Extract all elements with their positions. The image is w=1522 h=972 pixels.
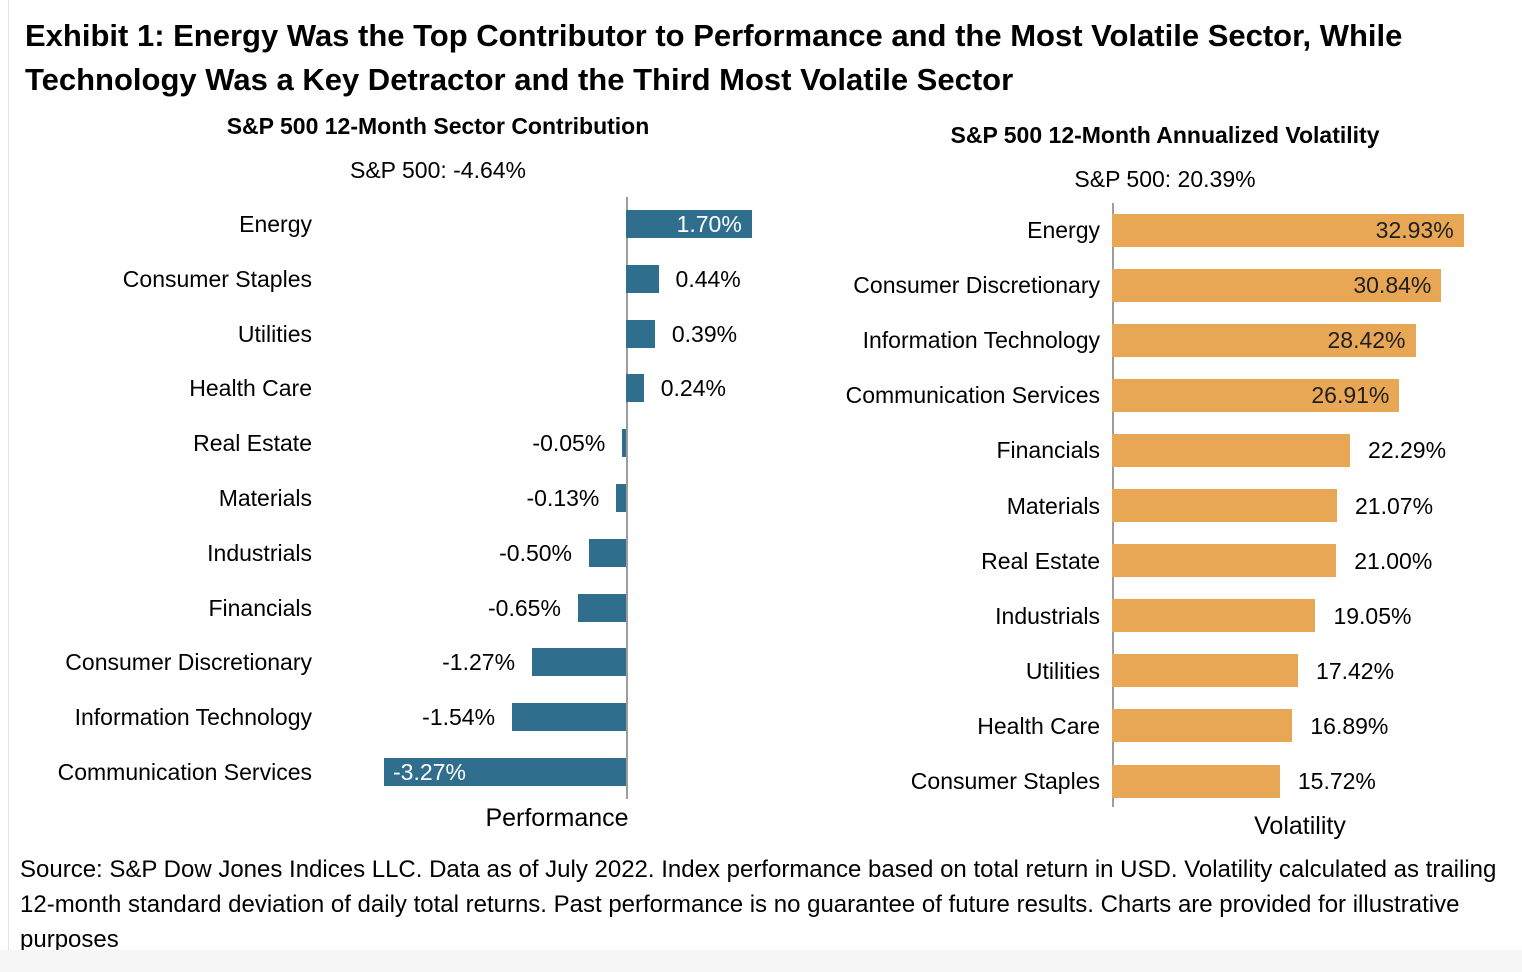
volatility-bar (1112, 709, 1293, 743)
volatility-bar (1112, 268, 1442, 302)
volatility-category-label: Real Estate (981, 547, 1100, 574)
volatility-value-label: 21.07% (1355, 492, 1434, 519)
volatility-value-label: 28.42% (1327, 327, 1406, 354)
contribution-bar (626, 210, 752, 238)
volatility-chart-subtitle: S&P 500: 20.39% (1074, 166, 1256, 192)
contribution-bar (577, 593, 626, 622)
contribution-chart-title: S&P 500 12-Month Sector Contribution (226, 113, 650, 139)
window-left-edge (8, 0, 9, 972)
volatility-value-label: 32.93% (1375, 217, 1454, 243)
volatility-category-label: Industrials (995, 602, 1100, 629)
window-bottom-edge (0, 950, 1522, 972)
contribution-value-label: -0.05% (532, 430, 606, 457)
volatility-value-label: 26.91% (1311, 382, 1390, 409)
contribution-value-label: -0.65% (488, 594, 561, 621)
volatility-bar (1112, 433, 1351, 467)
contribution-zero-axis-line (626, 197, 628, 799)
volatility-bar (1112, 654, 1299, 688)
contribution-bar (616, 484, 626, 512)
contribution-category-label: Consumer Staples (122, 265, 312, 292)
contribution-value-label: -3.27% (393, 759, 466, 785)
volatility-value-label: 21.00% (1354, 547, 1433, 574)
volatility-bar (1112, 489, 1338, 522)
volatility-category-label: Financials (996, 437, 1100, 464)
contribution-value-label: -0.13% (526, 485, 600, 511)
volatility-bar (1112, 213, 1464, 247)
volatility-value-label: 30.84% (1353, 272, 1432, 299)
contribution-bar (622, 429, 626, 458)
volatility-bar (1112, 599, 1316, 633)
contribution-category-label: Utilities (237, 320, 312, 347)
contribution-category-label: Consumer Discretionary (65, 649, 312, 676)
contribution-bar (512, 703, 626, 732)
contribution-value-label: 0.24% (660, 375, 726, 402)
volatility-value-label: 16.89% (1310, 712, 1389, 739)
volatility-bar (1112, 544, 1337, 578)
volatility-category-label: Energy (1027, 217, 1100, 243)
volatility-chart-title: S&P 500 12-Month Annualized Volatility (950, 122, 1380, 148)
contribution-bar (532, 648, 626, 677)
contribution-chart-subtitle: S&P 500: -4.64% (349, 157, 527, 183)
contribution-value-label: 0.44% (675, 265, 741, 292)
contribution-bar (626, 264, 659, 293)
contribution-bar (626, 374, 644, 403)
volatility-category-label: Consumer Staples (910, 768, 1100, 794)
contribution-category-label: Materials (218, 485, 312, 511)
contribution-bar (626, 319, 655, 348)
contribution-category-label: Financials (208, 594, 312, 621)
contribution-category-label: Health Care (189, 375, 312, 402)
volatility-value-label: 17.42% (1316, 657, 1395, 684)
contribution-category-label: Real Estate (193, 430, 312, 457)
volatility-category-label: Information Technology (862, 327, 1100, 354)
contribution-category-label: Communication Services (57, 759, 312, 785)
contribution-category-label: Information Technology (74, 704, 312, 731)
contribution-value-label: -1.54% (422, 704, 496, 731)
contribution-value-label: 1.70% (676, 211, 742, 237)
exhibit-title: Exhibit 1: Energy Was the Top Contributo… (25, 18, 1403, 97)
volatility-bar (1112, 323, 1416, 357)
volatility-category-label: Health Care (977, 712, 1100, 739)
volatility-value-label: 19.05% (1333, 602, 1412, 629)
volatility-category-label: Materials (1006, 492, 1100, 519)
contribution-bar (384, 758, 626, 786)
volatility-category-label: Communication Services (845, 382, 1100, 409)
volatility-xaxis-label: Volatility (1254, 812, 1346, 840)
volatility-value-label: 15.72% (1297, 768, 1376, 794)
contribution-category-label: Industrials (207, 539, 312, 566)
contribution-category-label: Energy (239, 211, 312, 237)
contribution-bar (589, 538, 626, 567)
contribution-xaxis-label: Performance (485, 804, 629, 832)
volatility-value-label: 22.29% (1368, 437, 1447, 464)
source-note: Source: S&P Dow Jones Indices LLC. Data … (20, 856, 1497, 953)
volatility-category-label: Utilities (1025, 657, 1100, 684)
volatility-category-label: Consumer Discretionary (853, 272, 1100, 299)
contribution-value-label: 0.39% (671, 320, 738, 347)
contribution-value-label: -1.27% (442, 649, 516, 676)
volatility-bar (1112, 764, 1280, 798)
volatility-bar (1112, 378, 1400, 412)
contribution-value-label: -0.50% (499, 539, 572, 566)
